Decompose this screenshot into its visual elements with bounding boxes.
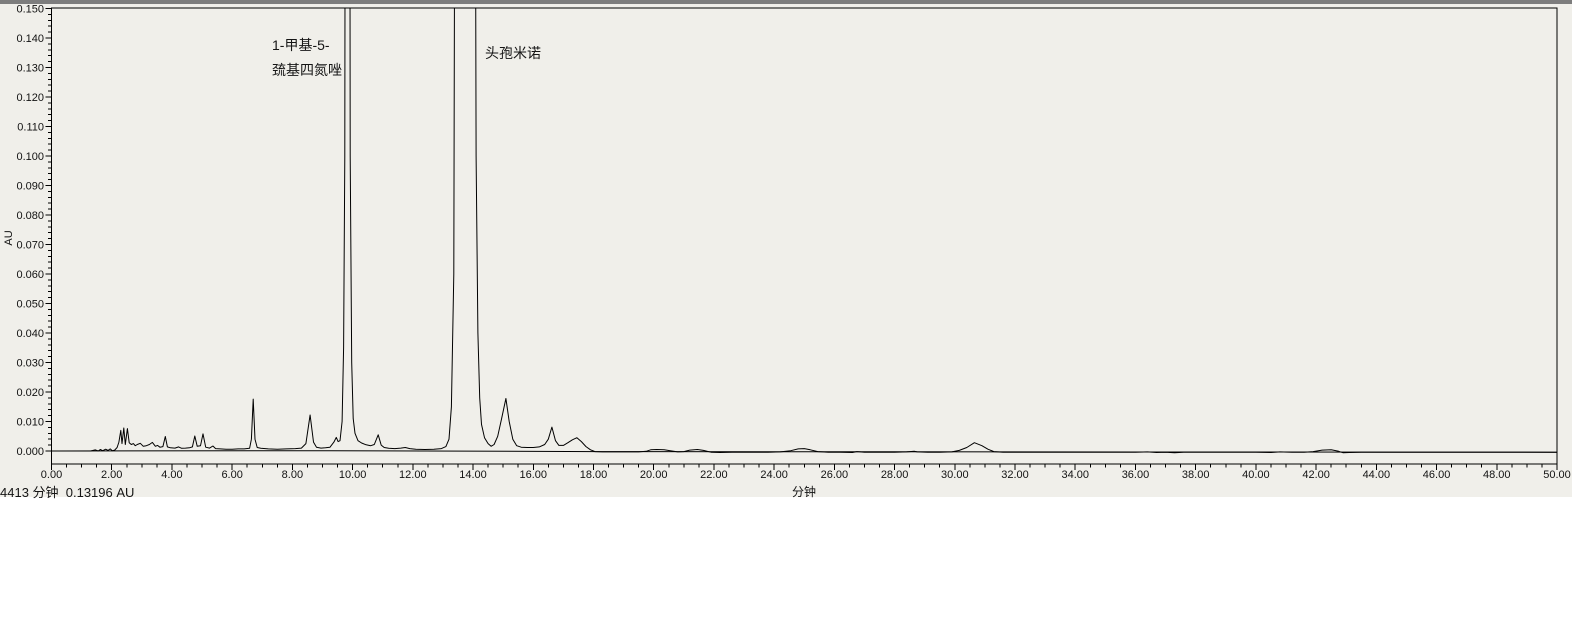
x-tick-label: 26.00 [821,469,849,481]
peak-annotation-line: 1-甲基-5- [272,37,330,53]
x-tick-label: 40.00 [1242,469,1270,481]
y-tick-label: 0.110 [17,122,44,134]
x-tick-label: 0.00 [41,469,62,481]
x-tick-label: 4.00 [161,469,182,481]
y-tick-label: 0.040 [16,328,44,340]
y-tick-label: 0.060 [16,269,44,281]
y-axis-title: AU [3,230,15,245]
y-tick-label: 0.090 [16,181,44,193]
y-tick-label: 0.010 [16,417,44,429]
x-tick-label: 30.00 [941,469,969,481]
peak-annotation-line: 巯基四氮唑 [272,62,342,78]
y-tick-label: 0.120 [16,92,44,104]
x-tick-label: 38.00 [1182,469,1210,481]
x-tick-label: 6.00 [221,469,242,481]
y-tick-label: 0.070 [16,240,44,252]
x-tick-label: 32.00 [1001,469,1029,481]
x-tick-label: 8.00 [282,469,303,481]
x-tick-label: 42.00 [1302,469,1330,481]
x-tick-label: 34.00 [1061,469,1089,481]
x-tick-label: 14.00 [459,469,487,481]
status-note: 4413 分钟 0.13196 AU [0,485,135,500]
x-tick-label: 48.00 [1483,469,1511,481]
y-tick-label: 0.080 [16,210,44,222]
x-axis-title: 分钟 [792,484,816,499]
y-tick-label: 0.150 [16,4,44,16]
trace-integration-baseline [51,450,1557,453]
peak-annotation-mmtz: 1-甲基-5- 巯基四氮唑 [272,33,342,83]
peak-annotation-line: 头孢米诺 [485,45,541,61]
x-tick-label: 12.00 [399,469,427,481]
peak-annotation-cefminox: 头孢米诺 [485,41,541,66]
x-tick-label: 22.00 [700,469,728,481]
top-divider-bar [0,0,1572,4]
x-tick-label: 36.00 [1122,469,1150,481]
x-tick-label: 20.00 [640,469,668,481]
y-tick-label: 0.140 [16,33,44,45]
x-tick-label: 16.00 [519,469,547,481]
x-tick-label: 50.00 [1543,469,1571,481]
x-tick-label: 10.00 [339,469,367,481]
chromatogram-panel [0,4,1572,497]
x-tick-label: 44.00 [1363,469,1391,481]
y-tick-label: 0.020 [16,387,44,399]
x-tick-label: 2.00 [101,469,122,481]
y-tick-label: 0.050 [16,299,44,311]
y-tick-label: 0.000 [16,446,44,458]
y-tick-label: 0.030 [16,358,44,370]
y-tick-label: 0.100 [16,151,44,163]
x-tick-label: 28.00 [881,469,909,481]
y-tick-label: 0.130 [16,63,44,75]
x-tick-label: 24.00 [760,469,788,481]
x-tick-label: 46.00 [1423,469,1451,481]
plot-border [51,7,1558,465]
x-tick-label: 18.00 [580,469,608,481]
